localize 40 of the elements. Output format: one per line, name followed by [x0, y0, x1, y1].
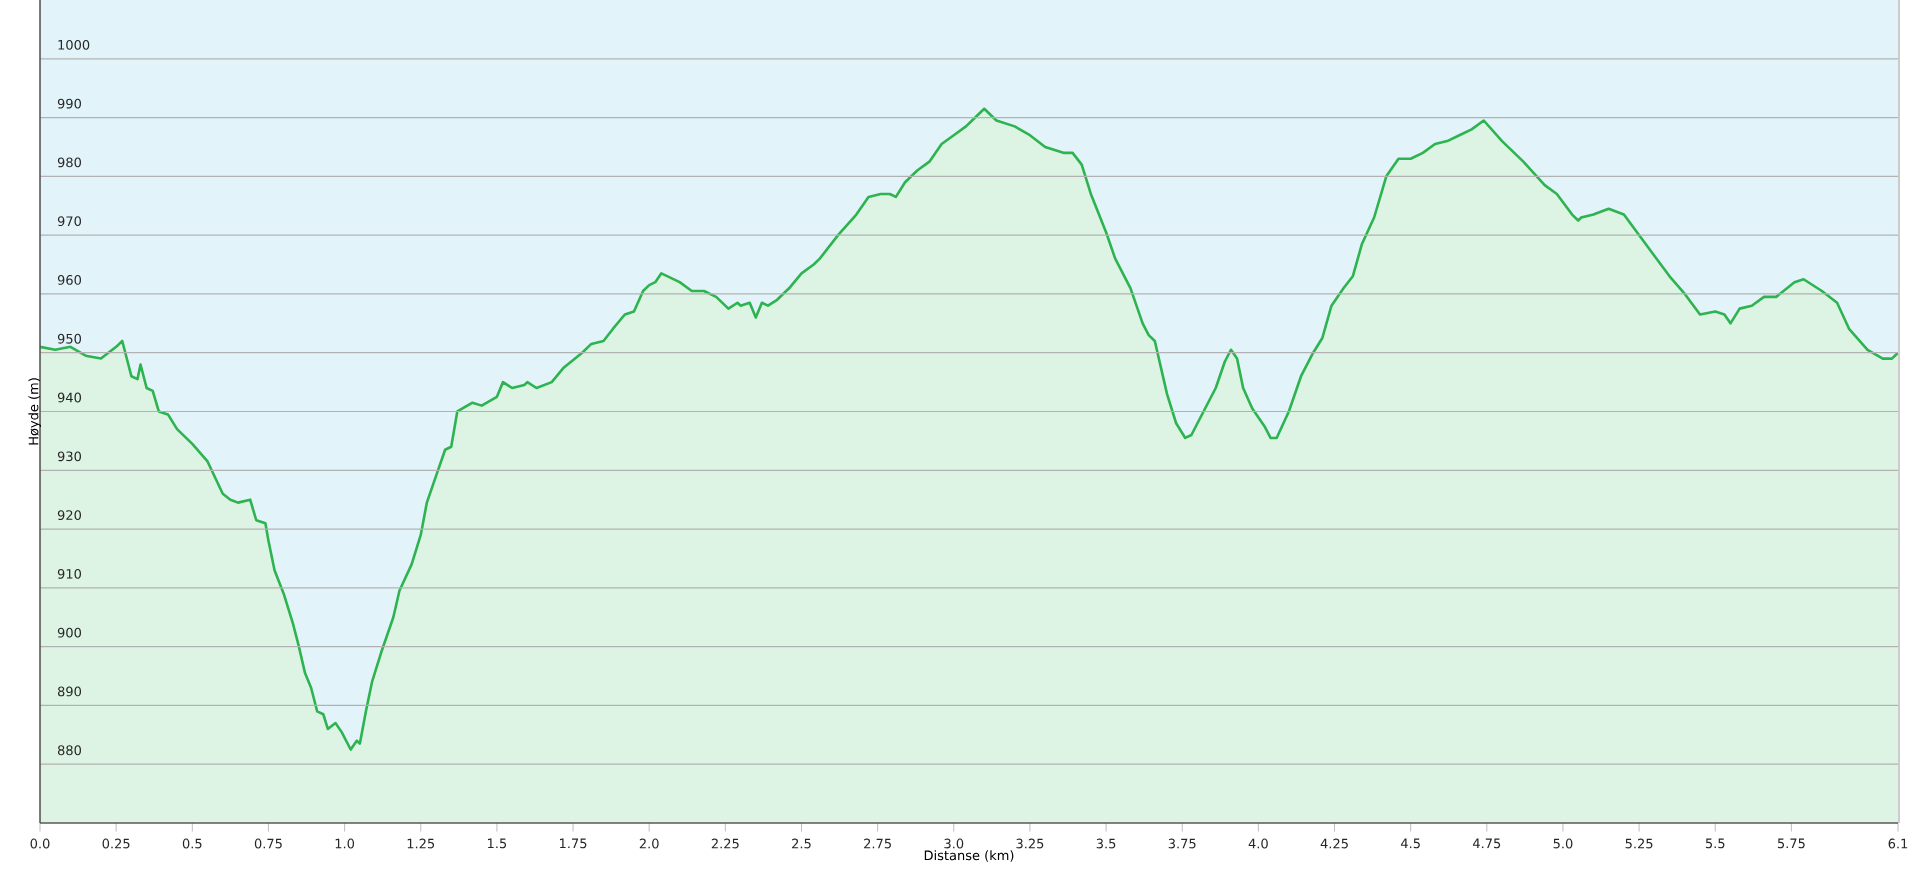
x-tick-label: 1.25 [407, 838, 435, 849]
y-tick-label: 940 [57, 392, 82, 403]
y-tick-label: 990 [57, 98, 82, 109]
y-tick-label: 1000 [58, 39, 90, 50]
x-tick-label: 5.5 [1705, 838, 1725, 849]
x-tick-label: 3.0 [944, 838, 964, 849]
x-tick-label: 4.5 [1400, 838, 1420, 849]
y-axis-title: Høyde (m) [28, 378, 41, 445]
x-tick-label: 2.75 [864, 838, 891, 849]
x-tick-label: 5.25 [1625, 838, 1653, 849]
x-axis-title: Distanse (km) [924, 850, 1014, 862]
y-tick-label: 880 [57, 745, 82, 756]
x-tick-label: 3.25 [1016, 838, 1044, 849]
x-tick-label: 1.0 [335, 838, 355, 849]
x-tick-label: 2.5 [792, 838, 811, 849]
x-tick-label: 5.0 [1553, 838, 1573, 849]
x-tick-label: 3.75 [1168, 838, 1196, 849]
y-tick-label: 970 [57, 216, 82, 227]
x-tick-label: 2.0 [639, 838, 659, 849]
x-tick-label: 4.75 [1472, 838, 1501, 849]
x-tick-label: 6.1 [1888, 838, 1908, 849]
y-tick-label: 930 [57, 451, 82, 462]
x-tick-label: 4.25 [1320, 838, 1348, 849]
y-tick-label: 900 [57, 627, 82, 638]
y-tick-label: 960 [57, 275, 82, 285]
x-tick-label: 0.0 [30, 838, 50, 849]
y-tick-label: 920 [57, 510, 82, 521]
x-tick-label: 3.5 [1096, 838, 1116, 849]
y-tick-label: 890 [57, 686, 82, 697]
x-tick-label: 0.5 [182, 838, 202, 849]
x-tick-label: 0.75 [254, 838, 282, 849]
x-tick-label: 2.25 [711, 838, 739, 849]
x-tick-label: 4.0 [1248, 838, 1268, 849]
x-tick-label: 0.25 [102, 838, 130, 849]
x-tick-label: 1.75 [559, 838, 587, 849]
x-tick-label: 1.5 [487, 838, 507, 849]
y-tick-label: 980 [57, 157, 82, 168]
x-tick-label: 5.75 [1777, 838, 1805, 849]
y-tick-label: 950 [57, 333, 82, 344]
y-tick-label: 910 [57, 568, 82, 579]
